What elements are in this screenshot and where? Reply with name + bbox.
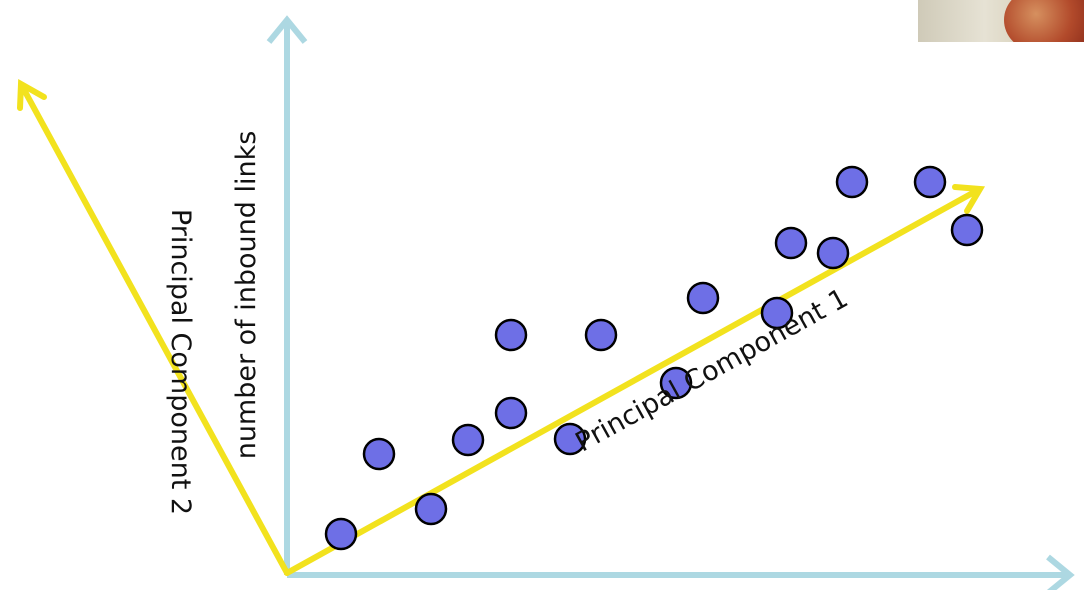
axes [266, 15, 1075, 590]
pc2-label: Principal Component 2 [165, 209, 196, 515]
pc2-line [19, 83, 290, 576]
pc2-arrowhead [17, 78, 47, 111]
data-point [584, 318, 618, 352]
data-point [659, 366, 693, 400]
pc1-line [284, 187, 981, 576]
data-point [760, 296, 794, 330]
data-point [324, 517, 358, 551]
data-point [414, 492, 448, 526]
y-axis-label: number of inbound links [231, 131, 262, 460]
data-point [774, 226, 808, 260]
y-axis-arrowhead [266, 15, 308, 44]
data-point [451, 423, 485, 457]
principal-components [17, 78, 986, 576]
data-point [686, 281, 720, 315]
data-point [494, 318, 528, 352]
data-point [553, 422, 587, 456]
x-axis-arrowhead [1046, 554, 1075, 590]
data-point [835, 165, 869, 199]
data-points [324, 165, 984, 551]
webcam-person-shape [1004, 0, 1084, 42]
data-point [494, 396, 528, 430]
pc1-arrowhead [952, 184, 986, 214]
data-point [362, 437, 396, 471]
data-point [913, 165, 947, 199]
webcam-thumbnail-icon [918, 0, 1084, 42]
data-point [816, 236, 850, 270]
data-point [950, 213, 984, 247]
